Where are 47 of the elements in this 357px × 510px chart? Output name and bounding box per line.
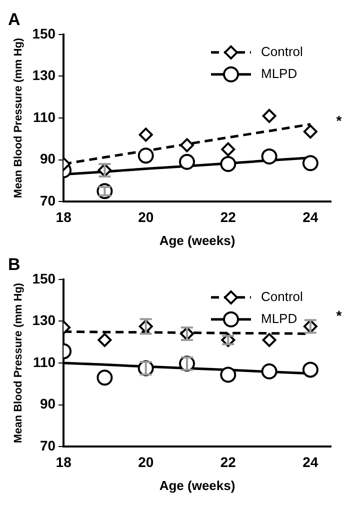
legend-label: Control	[261, 44, 304, 59]
legend-label: MLPD	[261, 66, 298, 81]
point	[220, 366, 236, 383]
point	[138, 128, 153, 142]
point	[302, 362, 318, 378]
text: *	[336, 307, 342, 324]
chart-title: B	[8, 254, 20, 274]
y-tick-label: 70	[40, 192, 56, 208]
y-tick-label: 90	[40, 150, 56, 167]
x-axis-title: Age (weeks)	[159, 232, 236, 248]
point	[180, 138, 194, 152]
y-axis-title: Mean Blood Pressure (mm Hg)	[12, 282, 25, 444]
y-tick-label: 150	[32, 25, 56, 42]
x-tick-label: 24	[302, 208, 318, 225]
text: *	[336, 112, 342, 128]
x-tick-label: 20	[138, 208, 154, 225]
point	[98, 333, 112, 348]
point	[96, 183, 113, 200]
y-tick-label: 110	[32, 354, 56, 370]
x-tick-label: 24	[302, 454, 318, 470]
y-tick-label: 110	[32, 108, 56, 125]
x-tick-label: 22	[220, 208, 236, 225]
point	[303, 124, 318, 139]
point	[220, 156, 236, 172]
x-axis-title: Age (weeks)	[159, 478, 236, 493]
chart-title: A	[8, 10, 20, 29]
y-axis-title: Mean Blood Pressure (mm Hg)	[12, 38, 25, 198]
y-tick-label: 70	[40, 437, 56, 454]
point	[96, 370, 113, 386]
point	[262, 333, 276, 348]
point	[221, 142, 236, 156]
point	[178, 154, 195, 170]
point	[138, 148, 154, 164]
x-tick-label: 20	[138, 454, 154, 470]
point	[261, 363, 278, 380]
x-tick-label: 18	[56, 208, 72, 225]
x-tick-label: 22	[220, 454, 236, 470]
y-tick-label: 90	[40, 396, 56, 412]
y-tick-label: 150	[32, 270, 56, 286]
y-tick-label: 130	[32, 67, 56, 84]
point	[302, 155, 318, 172]
y-tick-label: 130	[32, 312, 56, 328]
legend-label: Control	[261, 288, 304, 304]
x-tick-label: 18	[56, 454, 72, 470]
point	[261, 148, 278, 164]
legend-label: MLPD	[261, 310, 298, 326]
point	[262, 108, 276, 123]
